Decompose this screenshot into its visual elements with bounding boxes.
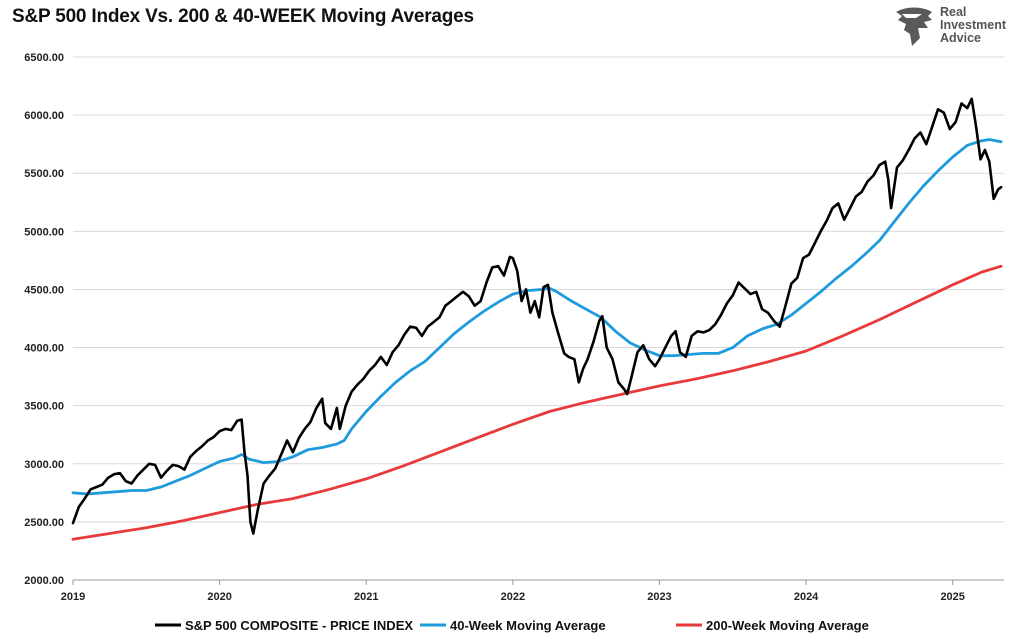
chart-title: S&P 500 Index Vs. 200 & 40-WEEK Moving A… — [12, 6, 474, 27]
y-tick-label: 3500.00 — [24, 401, 64, 413]
brand-logo: Real Investment Advice — [892, 4, 1022, 48]
ma40-week-line — [71, 138, 1003, 496]
x-tick-label: 2023 — [647, 591, 671, 603]
legend-label: 40-Week Moving Average — [450, 618, 606, 633]
y-tick-label: 5500.00 — [24, 168, 64, 180]
y-tick-label: 6000.00 — [24, 110, 64, 122]
x-axis: 2019 2020 2021 2022 2023 2024 2025 — [61, 580, 965, 603]
x-tick-label: 2019 — [61, 591, 85, 603]
x-tick-label: 2024 — [794, 591, 819, 603]
sp500-price-line — [71, 97, 1003, 535]
brand-text: Real Investment Advice — [940, 6, 1006, 45]
x-tick-label: 2020 — [207, 591, 231, 603]
y-tick-label: 3000.00 — [24, 459, 64, 471]
gridlines — [73, 56, 1004, 581]
brand-line: Advice — [940, 31, 981, 45]
brand-line: Real — [940, 5, 967, 19]
y-tick-label: 5000.00 — [24, 226, 64, 238]
series-lines — [71, 97, 1003, 541]
x-tick-label: 2021 — [354, 591, 378, 603]
x-tick-label: 2022 — [501, 591, 525, 603]
y-tick-label: 4500.00 — [24, 284, 64, 296]
legend-label: S&P 500 COMPOSITE - PRICE INDEX — [185, 618, 413, 633]
y-axis: 2000.00 2500.00 3000.00 3500.00 4000.00 4500.… — [24, 52, 64, 587]
ma200-week-line — [71, 264, 1003, 541]
brand-line: Investment — [940, 18, 1006, 32]
y-tick-label: 2500.00 — [24, 517, 64, 529]
legend: S&P 500 COMPOSITE - PRICE INDEX 40-Week M… — [155, 618, 869, 633]
x-tick-label: 2025 — [940, 591, 964, 603]
y-tick-label: 6500.00 — [24, 52, 64, 64]
y-tick-label: 2000.00 — [24, 575, 64, 587]
eagle-head-icon — [896, 7, 932, 46]
legend-label: 200-Week Moving Average — [706, 618, 869, 633]
y-tick-label: 4000.00 — [24, 343, 64, 355]
